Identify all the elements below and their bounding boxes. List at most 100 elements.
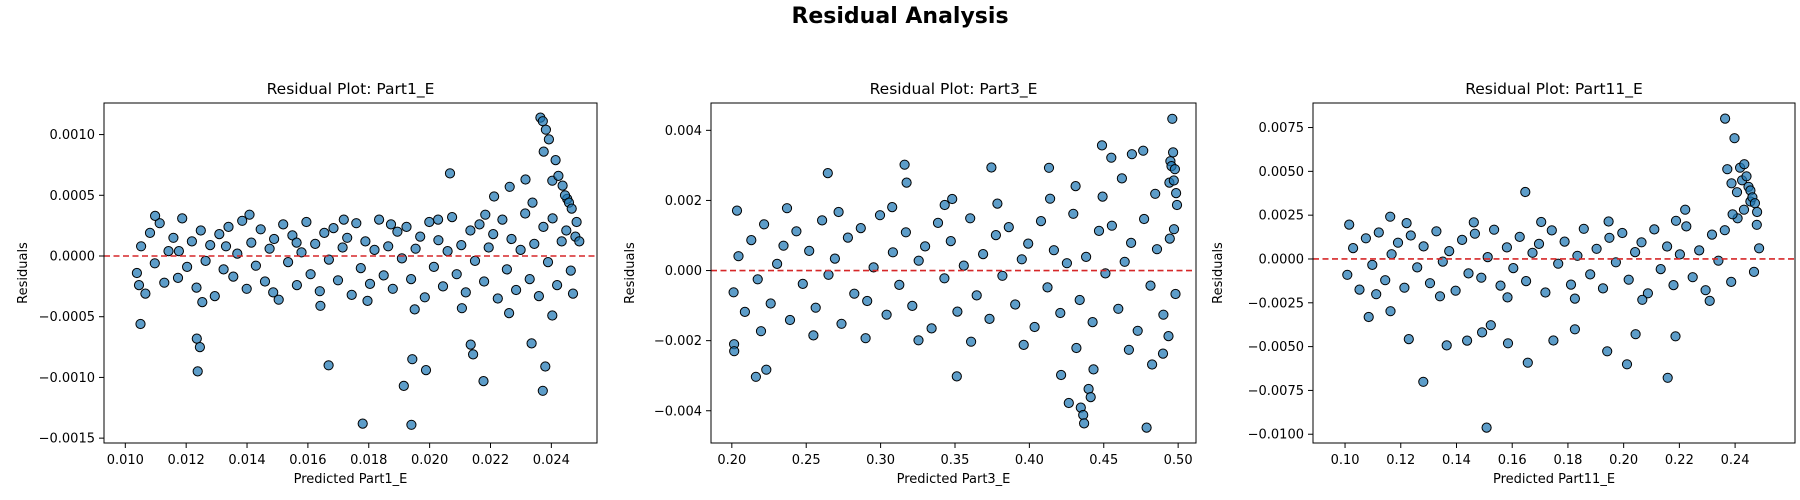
scatter-point [144, 227, 156, 238]
scatter-point [269, 233, 280, 245]
scatter-point [1687, 272, 1698, 283]
scatter-point [1565, 279, 1577, 290]
scatter-point [444, 168, 456, 179]
scatter-point [1738, 204, 1750, 215]
scatter-point [817, 215, 828, 226]
scatter-point [855, 223, 866, 234]
scatter-point [1016, 254, 1027, 265]
scatter-point [1610, 257, 1622, 268]
scatter-point [1139, 213, 1150, 225]
scatter-point [1637, 294, 1648, 305]
scatter-point [1168, 147, 1179, 158]
scatter-point [1079, 418, 1090, 429]
x-tick-label: 0.12 [1386, 453, 1415, 468]
scatter-point [1533, 238, 1545, 249]
scatter-point [504, 308, 515, 319]
scatter-point [1348, 243, 1359, 254]
scatter-point [259, 276, 271, 287]
scatter-point [997, 270, 1008, 281]
scatter-point [194, 342, 205, 353]
scatter-point [565, 265, 576, 276]
scatter-point [1168, 175, 1179, 186]
scatter-point [860, 333, 871, 344]
scatter-point [1424, 278, 1436, 289]
scatter-point [1662, 372, 1673, 383]
scatter-point [136, 241, 147, 252]
x-tick-label: 0.20 [717, 453, 746, 468]
y-tick-label: −0.0075 [1248, 384, 1304, 399]
scatter-point [1169, 164, 1181, 175]
scatter-point [492, 293, 503, 304]
scatter-point [1035, 216, 1047, 227]
scatter-point [1527, 247, 1538, 258]
scatter-point [346, 289, 357, 300]
scatter-point [951, 371, 962, 382]
y-tick-label: 0.0005 [50, 189, 96, 204]
scatter-point [986, 162, 997, 173]
scatter-point [1431, 226, 1442, 237]
scatter-points [131, 112, 585, 430]
scatter-point [218, 264, 229, 275]
scatter-point [1603, 216, 1614, 227]
scatter-point [1085, 392, 1096, 403]
scatter-point [197, 297, 208, 308]
scatter-point [149, 258, 160, 269]
scatter-point [1729, 133, 1740, 144]
scatter-point [1056, 369, 1067, 381]
y-axis-label: Residuals [16, 242, 31, 304]
scatter-point [1023, 238, 1034, 249]
scatter-point [1751, 219, 1762, 230]
y-tick-label: 0.0075 [1259, 121, 1305, 136]
scatter-point [315, 300, 326, 311]
scatter-point [939, 199, 950, 211]
scatter-point [192, 366, 203, 377]
x-tick-label: 0.014 [228, 453, 265, 468]
scatter-point [772, 258, 783, 269]
scatter-point [913, 335, 924, 346]
chart-panel-3: Residual Plot: Part11_E 0.10 0.12 0.14 0.16 0… [1211, 80, 1796, 487]
scatter-point [387, 283, 398, 294]
scatter-point [971, 290, 982, 301]
scatter-point [759, 219, 770, 230]
scatter-point [552, 280, 563, 291]
scatter-point [172, 272, 184, 283]
scatter-point [451, 269, 462, 280]
x-tick-label: 0.016 [289, 453, 326, 468]
scatter-point [1371, 289, 1382, 300]
x-tick-label: 0.45 [1089, 453, 1118, 468]
y-tick-label: −0.0025 [1248, 296, 1304, 311]
scatter-point [186, 236, 197, 247]
scatter-point [729, 346, 740, 357]
scatter-point [510, 284, 522, 296]
scatter-point [755, 326, 767, 337]
scatter-point [1405, 230, 1416, 241]
scatter-point [1668, 280, 1679, 291]
scatter-point [547, 310, 558, 321]
x-tick-label: 0.24 [1721, 453, 1750, 468]
scatter-point [1444, 246, 1455, 257]
scatter-point [424, 216, 435, 228]
scatter-point [1157, 348, 1169, 359]
scatter-point [1485, 320, 1496, 331]
y-tick-label: −0.002 [654, 334, 702, 349]
scatter-point [1468, 217, 1479, 228]
scatter-point [273, 294, 284, 305]
scatter-point [746, 235, 757, 246]
scatter-point [1720, 113, 1731, 124]
scatter-point [537, 385, 548, 396]
scatter-point [874, 210, 886, 221]
y-tick-label: −0.0010 [39, 371, 95, 386]
scatter-point [264, 243, 275, 254]
scatter-point [323, 360, 334, 371]
x-tick-label: 0.35 [941, 453, 970, 468]
scatter-point [1106, 220, 1118, 231]
scatter-point [1078, 409, 1089, 421]
scatter-points [1342, 113, 1765, 433]
scatter-point [479, 276, 490, 287]
scatter-point [784, 314, 796, 326]
x-tick-label: 0.30 [866, 453, 895, 468]
scatter-point [437, 281, 449, 292]
scatter-point [396, 253, 407, 264]
scatter-point [571, 216, 582, 228]
